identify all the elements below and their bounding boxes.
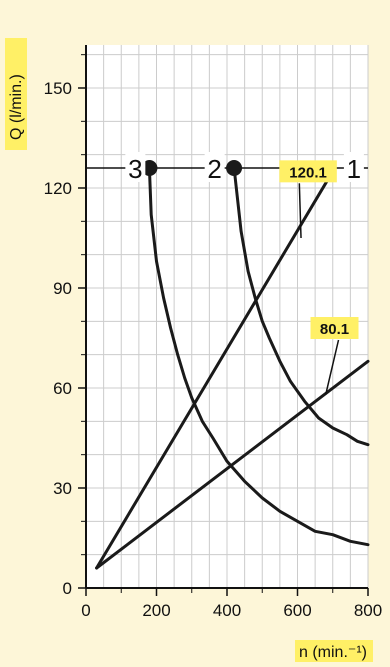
annotation-leader (298, 183, 302, 239)
x-tick-label: 400 (213, 601, 241, 620)
labels-layer: 3 2 1 120.1 80.1 (125, 152, 364, 395)
curve-label-3: 3 (128, 154, 142, 184)
annotation-label: 120.1 (289, 164, 327, 181)
x-tick-label: 200 (142, 601, 170, 620)
curve-label-2: 2 (207, 154, 221, 184)
y-tick-label: 150 (44, 79, 72, 98)
x-axis-title-highlight (295, 640, 373, 662)
y-tick-label: 90 (53, 279, 72, 298)
x-tick-label: 600 (283, 601, 311, 620)
y-tick-label: 60 (53, 379, 72, 398)
series-layer (86, 160, 370, 570)
series-line-80-1 (95, 359, 370, 570)
grid (86, 45, 369, 588)
y-tick-label: 120 (44, 179, 72, 198)
ticks: 0 200 400 600 800 0 30 60 90 120 150 (44, 54, 382, 620)
y-tick-label: 0 (63, 579, 72, 598)
curve-label-bg (125, 152, 146, 182)
curve-label-1: 1 (347, 154, 361, 184)
x-tick-label: 800 (354, 601, 382, 620)
x-tick-label: 0 (81, 601, 90, 620)
series-marker-2 (226, 160, 243, 176)
y-axis-title: Q (l/min.) (8, 74, 25, 140)
series-line-1 (95, 169, 335, 570)
annotation-box (279, 160, 337, 183)
x-axis-title: n (min.⁻¹) (299, 644, 367, 661)
y-tick-label: 30 (53, 479, 72, 498)
y-axis-title-highlight (5, 38, 27, 150)
series-line-2 (232, 166, 370, 447)
annotation-box (310, 317, 359, 339)
series-line-3 (147, 166, 370, 547)
curve-label-bg (343, 152, 364, 182)
annotation-leader (324, 339, 340, 395)
annotation-label: 80.1 (320, 321, 349, 338)
series-marker-3 (141, 160, 158, 176)
curve-label-bg (204, 152, 225, 182)
